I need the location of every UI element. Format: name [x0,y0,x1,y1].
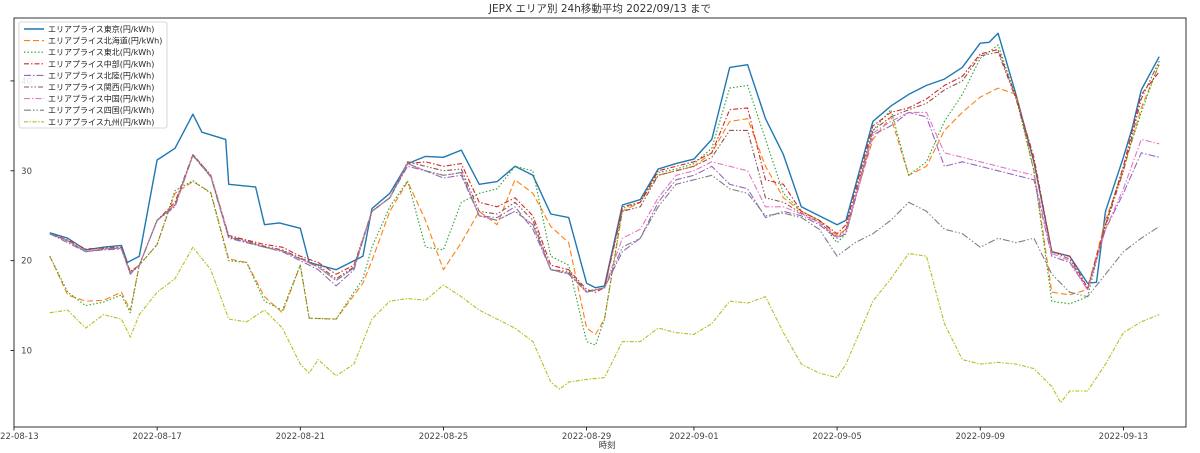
x-tick-label: 2022-08-17 [132,432,181,442]
x-tick-label: 2022-08-25 [419,432,468,442]
series-line-9 [49,246,1160,404]
y-tick-label: 20 [21,257,32,267]
legend-entry: エリアプライス北海道(円/kWh) [48,36,162,46]
chart-title: JEPX エリア別 24h移動平均 2022/09/13 まで [488,2,711,15]
plot-area [13,17,1187,428]
legend-frame [18,21,168,129]
legend-entry: エリアプライス中国(円/kWh) [48,94,154,104]
legend-entry: エリアプライス東京(円/kWh) [48,24,154,34]
x-axis-label: 時刻 [598,440,615,451]
x-tick-label: 2022-09-09 [956,432,1005,442]
y-tick-label: 30 [21,167,32,177]
x-tick-label: 2022-09-01 [669,432,718,442]
x-tick-label: 2022-08-21 [276,432,325,442]
x-tick-label: 2022-08-13 [0,432,39,442]
legend-entry: エリアプライス北陸(円/kWh) [48,70,154,80]
series-layer [49,32,1160,404]
legend-entry: エリアプライス中部(円/kWh) [48,59,154,69]
series-line-7 [49,111,1160,293]
legend-entry: エリアプライス九州(円/kWh) [48,118,154,127]
legend: エリアプライス東京(円/kWh)エリアプライス北海道(円/kWh)エリアプライス… [18,21,168,129]
series-line-3 [49,44,1160,346]
x-tick-label: 2022-09-13 [1099,432,1148,442]
y-tick-label: 10 [21,347,32,357]
x-axis: 2022-08-13 2022-08-17 2022-08-21 2022-08-25… [0,427,1148,442]
x-tick-label: 2022-09-05 [812,432,861,442]
legend-entry: エリアプライス東北(円/kWh) [48,47,154,57]
legend-entry: エリアプライス関西(円/kWh) [48,83,154,92]
x-tick-label: 2022-08-29 [562,432,611,442]
series-line-1 [49,32,1160,289]
legend-entry: エリアプライス四国(円/kWh) [48,106,154,115]
